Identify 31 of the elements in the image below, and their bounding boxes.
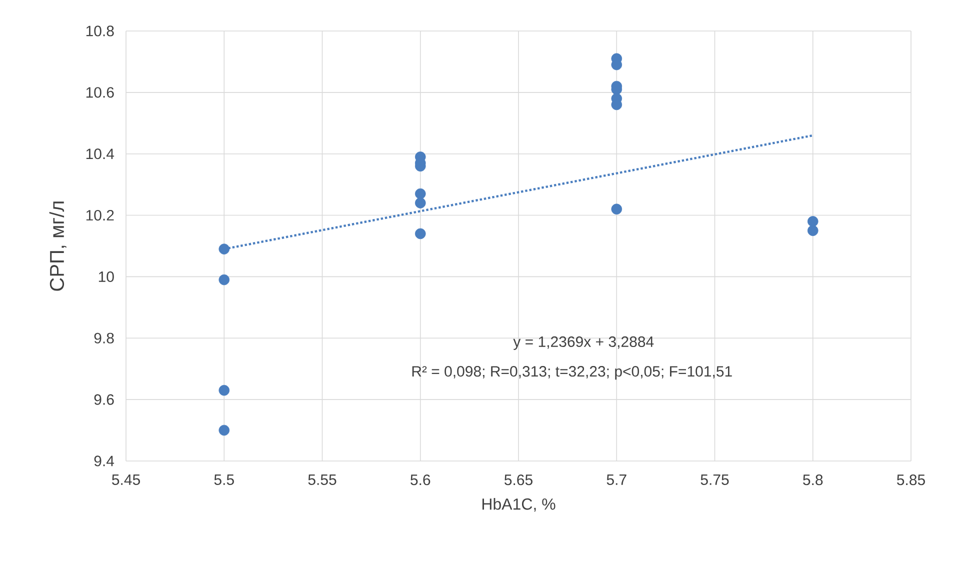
x-axis-title: HbA1C, % (482, 498, 556, 512)
point (414, 188, 426, 200)
annotation: y = 1,2369x + 3,2884 (513, 336, 654, 350)
point (218, 424, 230, 436)
point (611, 204, 622, 215)
point (218, 384, 230, 396)
y-tick-label: 9.8 (94, 332, 114, 344)
point (218, 274, 230, 286)
x-tick-label: 5.7 (606, 474, 626, 485)
point (414, 228, 426, 240)
point (218, 244, 230, 254)
x-tick-label: 5.85 (897, 474, 925, 486)
point (807, 225, 818, 236)
y-axis-title: СРП, мг/л (49, 202, 66, 291)
x-tick-label: 5.6 (410, 474, 430, 486)
y-tick-label: 10 (98, 271, 114, 282)
y-tick-label: 9.4 (94, 456, 114, 466)
x-tick-label: 5.8 (803, 474, 823, 486)
x-tick-label: 5.45 (112, 474, 140, 485)
y-tick-label: 9.6 (94, 394, 114, 405)
x-tick-label: 5.75 (700, 474, 729, 485)
y-tick-label: 10.4 (86, 148, 114, 160)
y-tick-label: 10.2 (86, 210, 114, 221)
x-tick-label: 5.65 (504, 474, 532, 486)
point (807, 216, 818, 227)
y-tick-label: 10.6 (86, 87, 114, 98)
annotation: R² = 0,098; R=0,313; t=32,23; p<0,05; F=101,51 (412, 366, 732, 380)
point (414, 198, 426, 208)
x-tick-label: 5.55 (308, 474, 336, 485)
x-tick-label: 5.5 (214, 474, 234, 485)
y-tick-label: 10.8 (86, 26, 114, 36)
